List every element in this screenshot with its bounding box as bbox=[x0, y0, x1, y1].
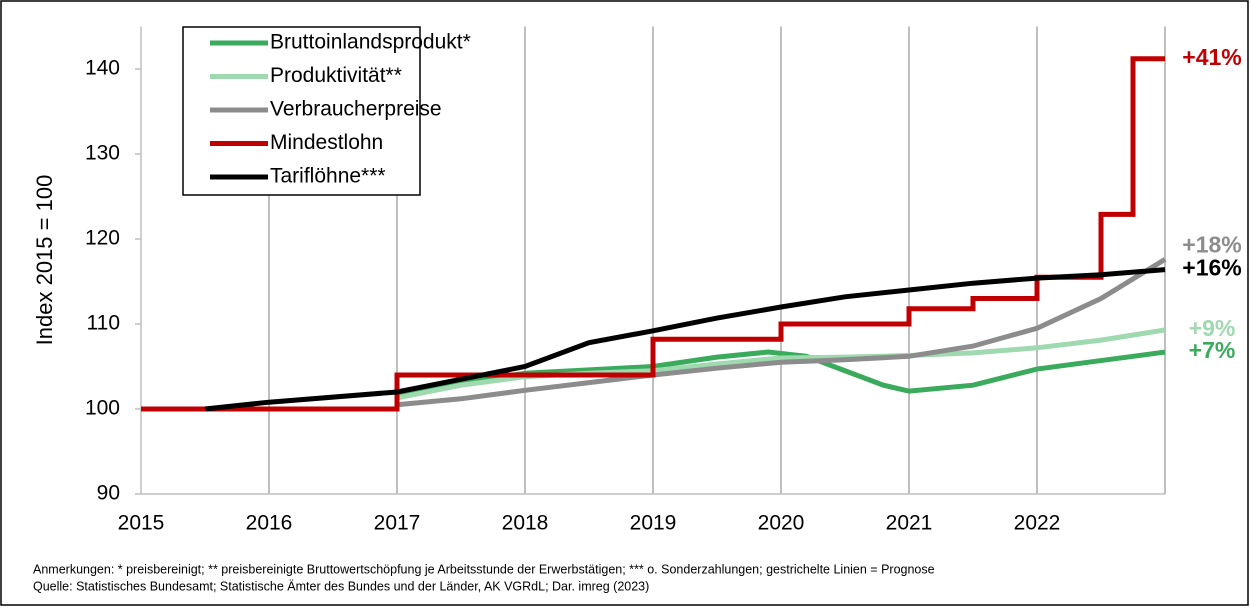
y-tick-label: 100 bbox=[85, 397, 120, 420]
y-tick-label: 130 bbox=[85, 142, 120, 165]
note: Anmerkungen: * preisbereinigt; ** preisb… bbox=[33, 562, 935, 576]
y-tick-label: 120 bbox=[85, 227, 120, 250]
y-tick-label: 140 bbox=[85, 57, 120, 80]
legend-label: Mindestlohn bbox=[270, 131, 383, 154]
x-tick-label: 2021 bbox=[886, 512, 933, 535]
x-tick-label: 2016 bbox=[246, 512, 293, 535]
end-label: +7% bbox=[1189, 337, 1236, 363]
note: Quelle: Statistisches Bundesamt; Statist… bbox=[33, 579, 649, 593]
x-tick-label: 2019 bbox=[630, 512, 677, 535]
legend-label: Bruttoinlandsprodukt* bbox=[270, 31, 471, 54]
legend-label: Tariflöhne*** bbox=[270, 165, 386, 188]
end-label: +16% bbox=[1182, 255, 1241, 281]
series-line bbox=[141, 56, 1165, 412]
x-tick-label: 2015 bbox=[118, 512, 165, 535]
y-tick-label: 90 bbox=[97, 482, 120, 505]
end-label: +9% bbox=[1189, 315, 1236, 341]
x-tick-label: 2017 bbox=[374, 512, 421, 535]
y-tick-label: 110 bbox=[87, 312, 120, 335]
end-label: +18% bbox=[1182, 231, 1241, 257]
x-tick-label: 2022 bbox=[1014, 512, 1061, 535]
y-axis-label: Index 2015 = 100 bbox=[32, 175, 57, 346]
end-label: +41% bbox=[1182, 44, 1241, 70]
series-line bbox=[396, 257, 1167, 408]
x-tick-label: 2018 bbox=[502, 512, 549, 535]
legend-label: Verbraucherpreise bbox=[270, 98, 442, 121]
x-tick-label: 2020 bbox=[758, 512, 805, 535]
legend-label: Produktivität** bbox=[270, 64, 402, 87]
series-line bbox=[204, 267, 1166, 412]
